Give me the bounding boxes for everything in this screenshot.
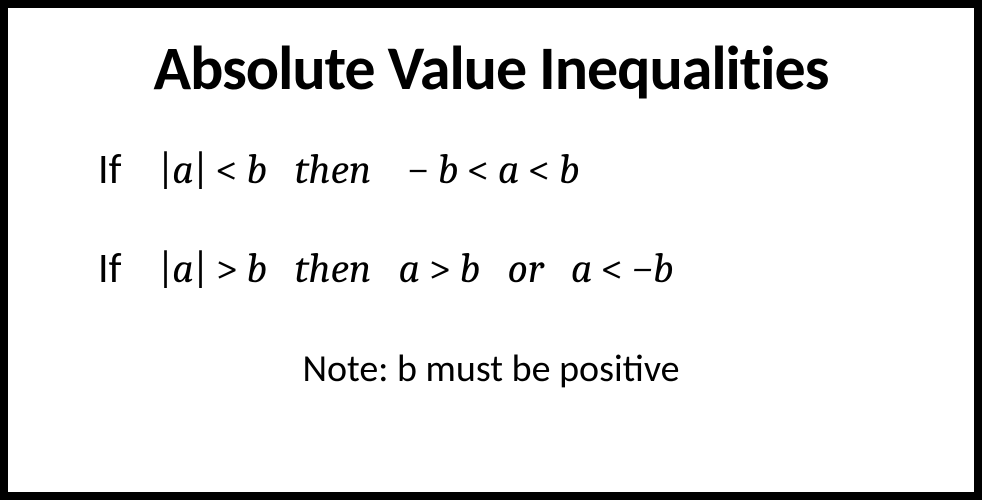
if-label: If: [98, 144, 121, 195]
lhs-a-2: a: [571, 244, 593, 293]
abs-close: |: [194, 244, 207, 293]
condition-expr: |a|<b then −b<a<b: [159, 145, 580, 194]
then-label: then: [294, 244, 371, 293]
footnote: Note: b must be positive: [302, 346, 679, 392]
abs-open: |: [159, 145, 172, 194]
rel-gt: >: [215, 244, 238, 293]
if-label: If: [98, 243, 121, 294]
pos-b: b: [559, 145, 580, 194]
lt-rel: <: [601, 244, 624, 293]
bound-b: b: [246, 145, 267, 194]
content-frame: Absolute Value Inequalities If |a|<b the…: [0, 0, 982, 500]
rel-lt: <: [215, 145, 238, 194]
lt-1: <: [467, 145, 490, 194]
rule-greater-than: If |a|>b then a>b or a<−b: [48, 243, 934, 294]
var-a: a: [172, 244, 194, 293]
rule-less-than: If |a|<b then −b<a<b: [48, 144, 934, 195]
abs-open: |: [159, 244, 172, 293]
mid-a: a: [498, 145, 520, 194]
neg-b: b: [438, 145, 459, 194]
then-label: then: [294, 145, 371, 194]
gt-rel: >: [428, 244, 451, 293]
var-a: a: [172, 145, 194, 194]
neg-sign: −: [407, 145, 430, 194]
or-label: or: [508, 244, 544, 293]
condition-expr: |a|>b then a>b or a<−b: [159, 244, 674, 293]
bound-b: b: [246, 244, 267, 293]
lhs-a: a: [399, 244, 421, 293]
rhs-b: b: [459, 244, 480, 293]
lt-2: <: [528, 145, 551, 194]
rhs-negb: −b: [632, 244, 674, 293]
abs-close: |: [194, 145, 207, 194]
page-title: Absolute Value Inequalities: [154, 30, 829, 106]
